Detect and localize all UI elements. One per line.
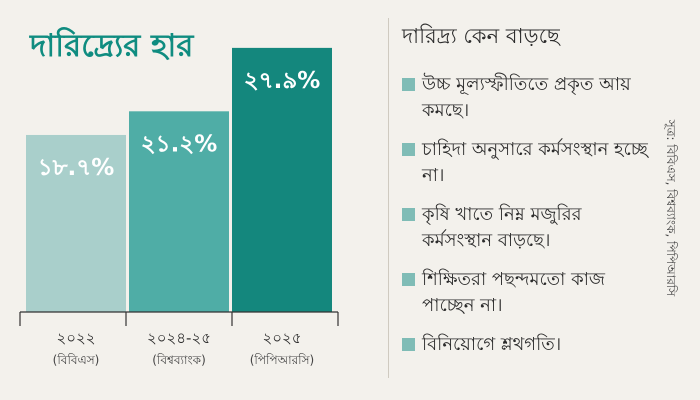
reasons-title: দারিদ্র্য কেন বাড়ছে — [402, 24, 560, 48]
x-tick-label: ২০২৫ — [263, 329, 302, 347]
reason-text: চাহিদা অনুসারে কর্মসংস্থান হচ্ছে না। — [422, 139, 648, 186]
square-bullet-icon — [402, 338, 415, 351]
square-bullet-icon — [402, 208, 415, 221]
bar-value-label: ২৭.৯% — [244, 68, 321, 94]
bar-chart: ১৮.৭% ২০২২ (বিবিএস) ২১.২% ২০২৪-২৫ (বিশ্বব্যাং… — [19, 47, 339, 367]
reason-text: উচ্চ মূল্যস্ফীতিতে প্রকৃত আয় কমছে। — [422, 74, 631, 121]
reason-item: বিনিয়োগে শ্লথগতি। — [402, 332, 650, 358]
x-tick-label: ২০২৪-২৫ — [147, 329, 211, 347]
x-tick-source: (পিপিআরসি) — [250, 353, 314, 367]
bar-value-label: ১৮.৭% — [38, 155, 115, 181]
reason-item: চাহিদা অনুসারে কর্মসংস্থান হচ্ছে না। — [402, 137, 650, 189]
bar — [129, 111, 229, 312]
reason-text: কৃষি খাতে নিম্ন মজুরির কর্মসংস্থান বাড়ছ… — [422, 204, 582, 251]
x-tick-source: (বিবিএস) — [53, 353, 100, 367]
x-tick-label: ২০২২ — [56, 329, 95, 347]
square-bullet-icon — [402, 78, 415, 91]
chart-title: দারিদ্র্যের হার — [30, 28, 194, 64]
bar — [232, 47, 332, 312]
square-bullet-icon — [402, 273, 415, 286]
square-bullet-icon — [402, 143, 415, 156]
reason-item: শিক্ষিতরা পছন্দমতো কাজ পাচ্ছেন না। — [402, 267, 650, 319]
source-note: সূত্র: বিবিএস, বিশ্বব্যাংক, পিপিআরসি — [664, 119, 678, 297]
reasons-list: উচ্চ মূল্যস্ফীতিতে প্রকৃত আয় কমছে। চাহিদ… — [402, 72, 650, 371]
reason-text: শিক্ষিতরা পছন্দমতো কাজ পাচ্ছেন না। — [422, 269, 606, 316]
reason-item: কৃষি খাতে নিম্ন মজুরির কর্মসংস্থান বাড়ছ… — [402, 202, 650, 254]
bar-value-label: ২১.২% — [141, 131, 218, 157]
bar — [26, 134, 126, 312]
reason-text: বিনিয়োগে শ্লথগতি। — [422, 334, 562, 355]
divider — [388, 18, 389, 378]
reason-item: উচ্চ মূল্যস্ফীতিতে প্রকৃত আয় কমছে। — [402, 72, 650, 124]
x-tick-source: (বিশ্বব্যাংক) — [152, 353, 206, 367]
